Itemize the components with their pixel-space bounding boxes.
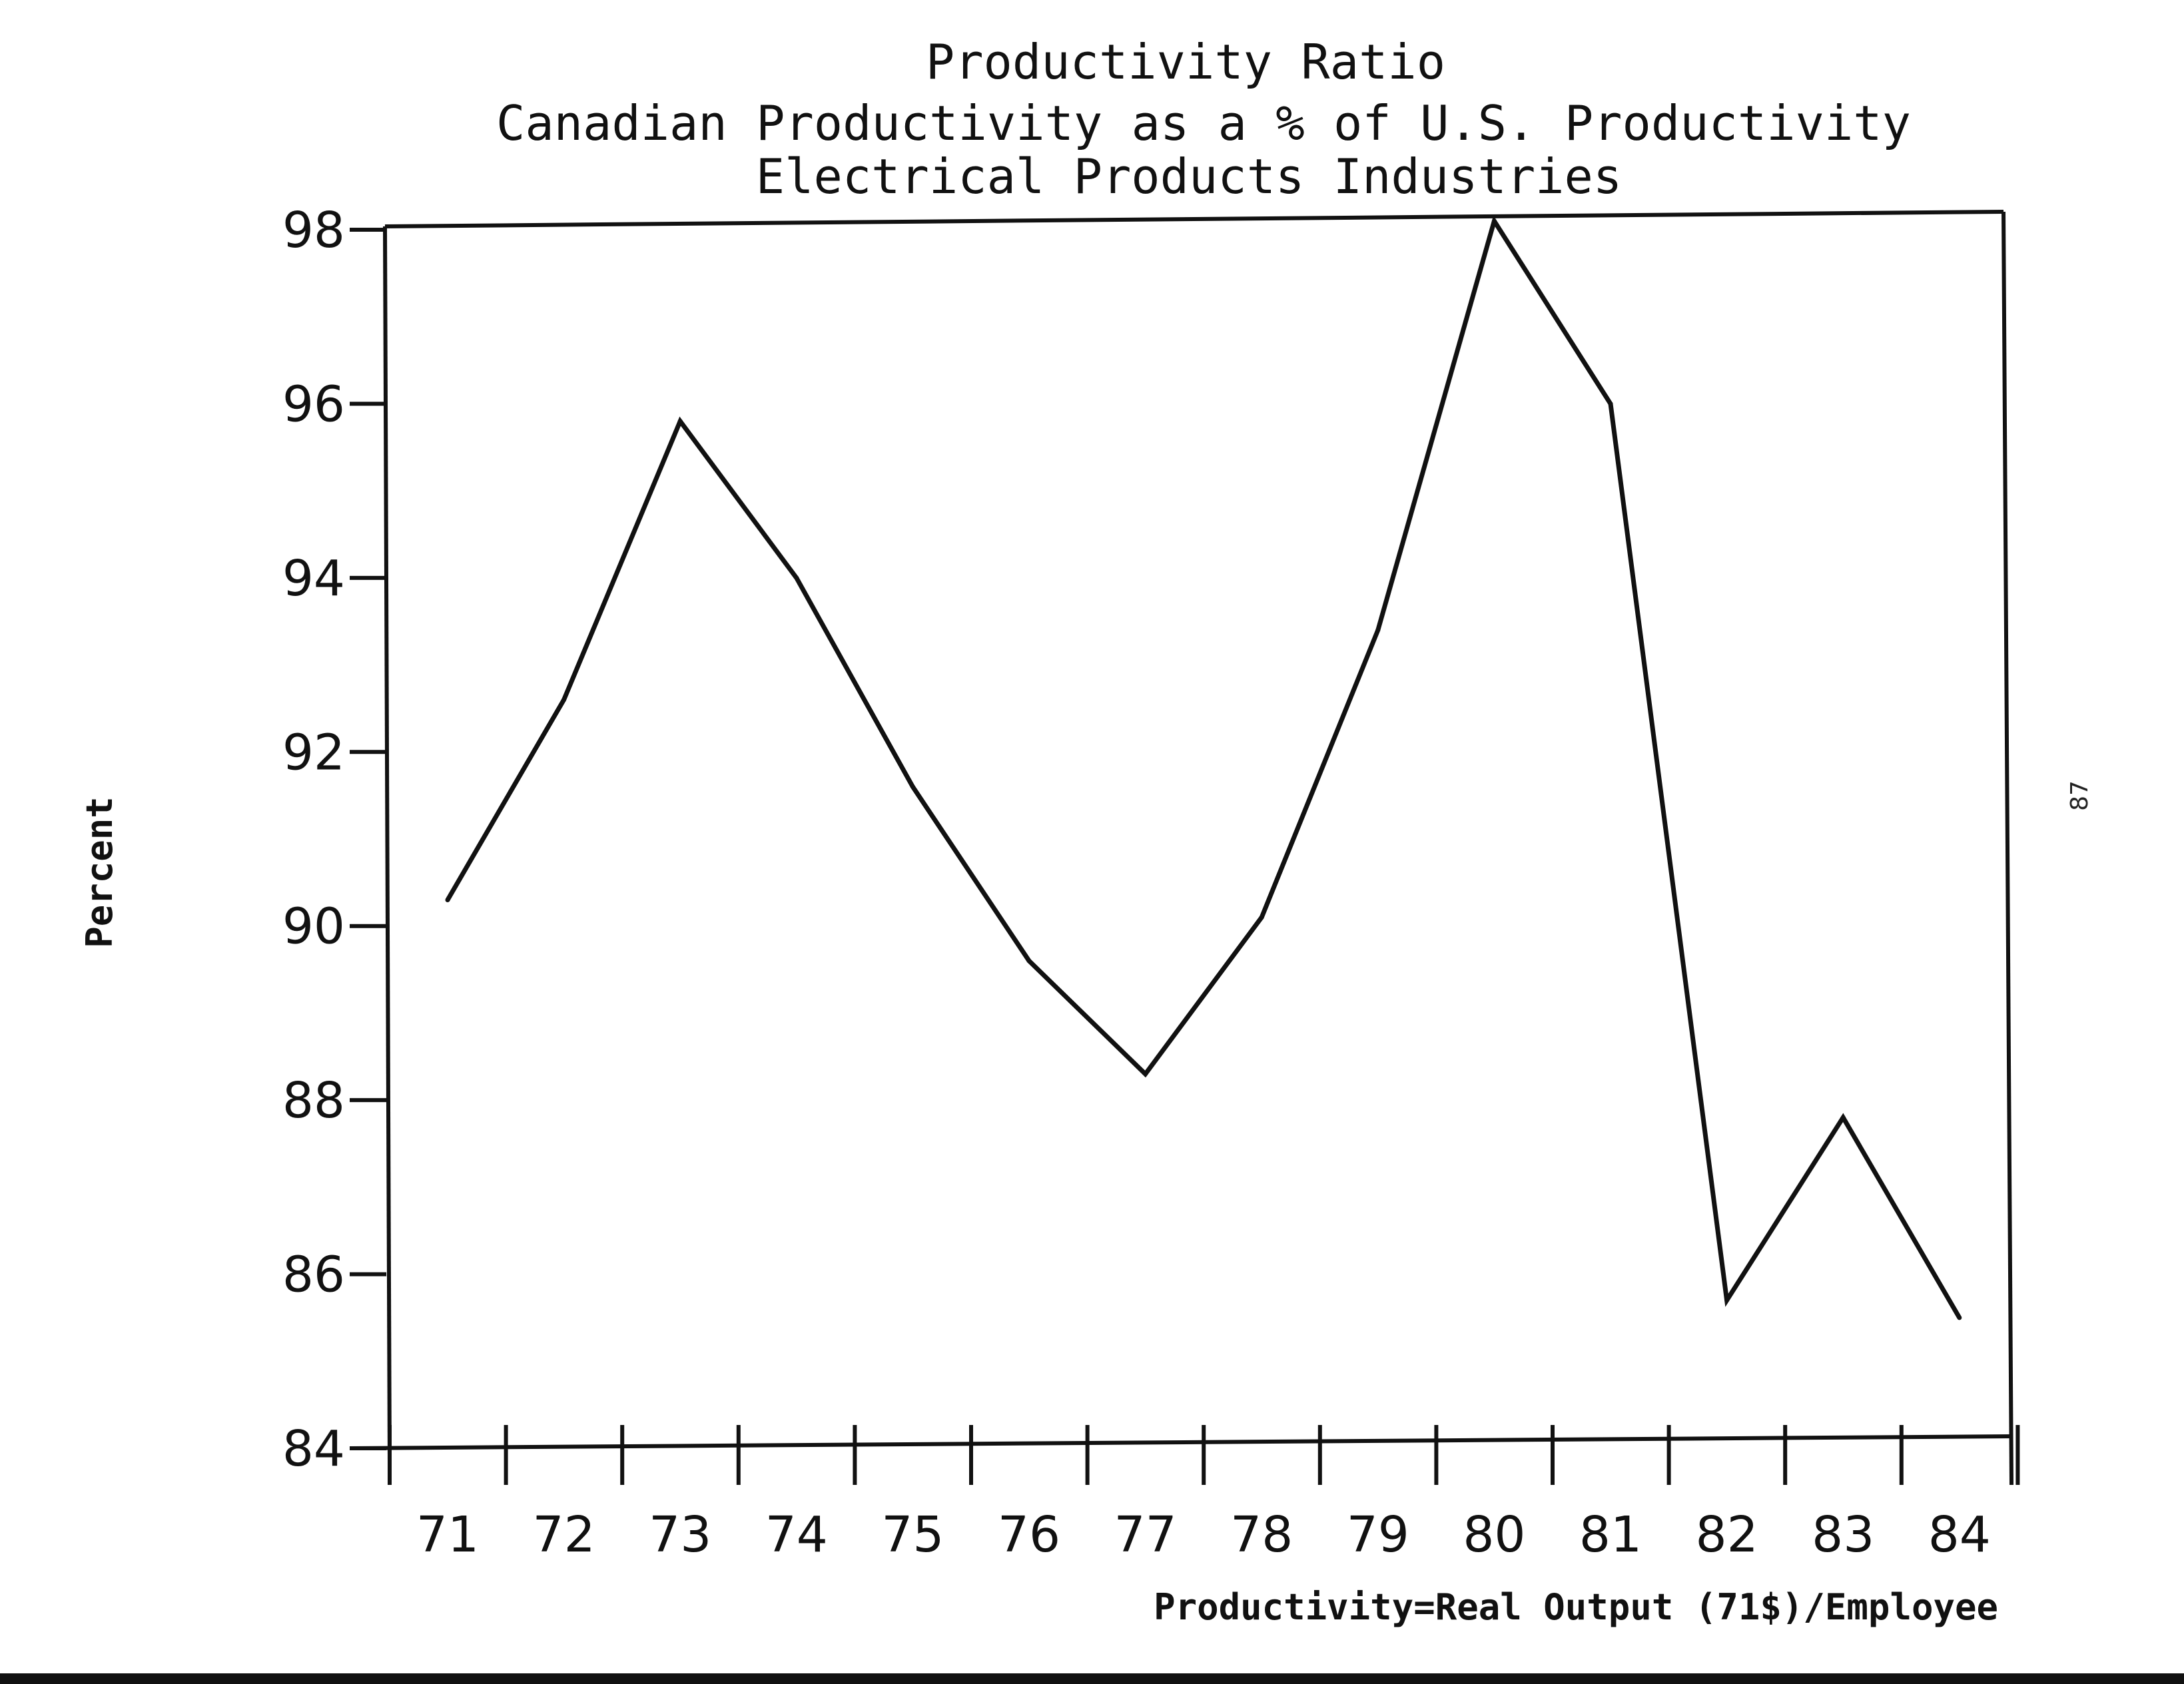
y-tick-label: 90 xyxy=(282,898,345,956)
x-tick-label: 83 xyxy=(1812,1506,1874,1563)
y-tick-label: 86 xyxy=(282,1247,345,1304)
chart-title: Productivity Ratio xyxy=(926,34,1445,90)
y-tick-label: 92 xyxy=(282,724,345,781)
y-tick-label: 98 xyxy=(282,202,345,259)
x-tick-label: 84 xyxy=(1928,1506,1991,1563)
data-point xyxy=(1259,915,1264,920)
data-point xyxy=(1026,958,1032,964)
x-axis-note: Productivity=Real Output (71$)/Employee xyxy=(1154,1586,1998,1628)
x-tick-label: 78 xyxy=(1230,1506,1293,1563)
x-tick-label: 71 xyxy=(416,1506,479,1563)
data-point xyxy=(1724,1298,1730,1303)
frame-right xyxy=(2002,211,2013,1486)
data-point xyxy=(1491,218,1497,224)
y-tick-label: 84 xyxy=(282,1420,345,1478)
x-tick-label: 76 xyxy=(998,1506,1060,1563)
data-point xyxy=(1608,401,1613,406)
y-axis-title: Percent xyxy=(79,796,121,948)
y-tick-label: 94 xyxy=(282,550,345,607)
chart-subtitle: Canadian Productivity as a % of U.S. Pro… xyxy=(496,95,1911,151)
x-axis-line xyxy=(349,1434,2012,1450)
frame-top xyxy=(384,210,2004,228)
scan-bottom-edge xyxy=(0,1673,2184,1684)
x-tick-label: 80 xyxy=(1463,1506,1525,1563)
x-tick-label: 72 xyxy=(533,1506,595,1563)
data-point xyxy=(561,697,567,702)
x-tick-label: 77 xyxy=(1114,1506,1177,1563)
y-axis-line xyxy=(383,226,392,1462)
data-point xyxy=(1375,627,1381,633)
series-layer xyxy=(445,215,1962,1320)
y-axis-ticks: 84 86 88 90 92 94 96 98 xyxy=(282,202,386,1478)
x-tick-label: 82 xyxy=(1696,1506,1758,1563)
y-tick-label: 88 xyxy=(282,1072,345,1129)
data-point xyxy=(1840,1115,1846,1120)
plot-frame xyxy=(349,210,2013,1486)
x-tick-label: 81 xyxy=(1579,1506,1642,1563)
x-tick-label: 73 xyxy=(649,1506,711,1563)
data-point xyxy=(794,575,799,581)
x-axis-ticks: 71 72 73 74 75 76 77 78 79 80 81 82 83 84 xyxy=(388,1425,2020,1563)
data-point xyxy=(1143,1071,1148,1077)
x-tick-label: 75 xyxy=(881,1506,944,1563)
data-point xyxy=(445,898,450,902)
x-tick-label: 79 xyxy=(1347,1506,1409,1563)
chart-subtitle-industry: Electrical Products Industries xyxy=(756,148,1622,204)
series-line xyxy=(445,215,1962,1319)
data-point xyxy=(677,419,683,424)
page-number: 87 xyxy=(2066,780,2093,811)
data-point xyxy=(1957,1315,1962,1320)
data-point xyxy=(910,784,915,790)
y-tick-label: 96 xyxy=(282,376,345,433)
x-tick-label: 74 xyxy=(765,1506,828,1563)
